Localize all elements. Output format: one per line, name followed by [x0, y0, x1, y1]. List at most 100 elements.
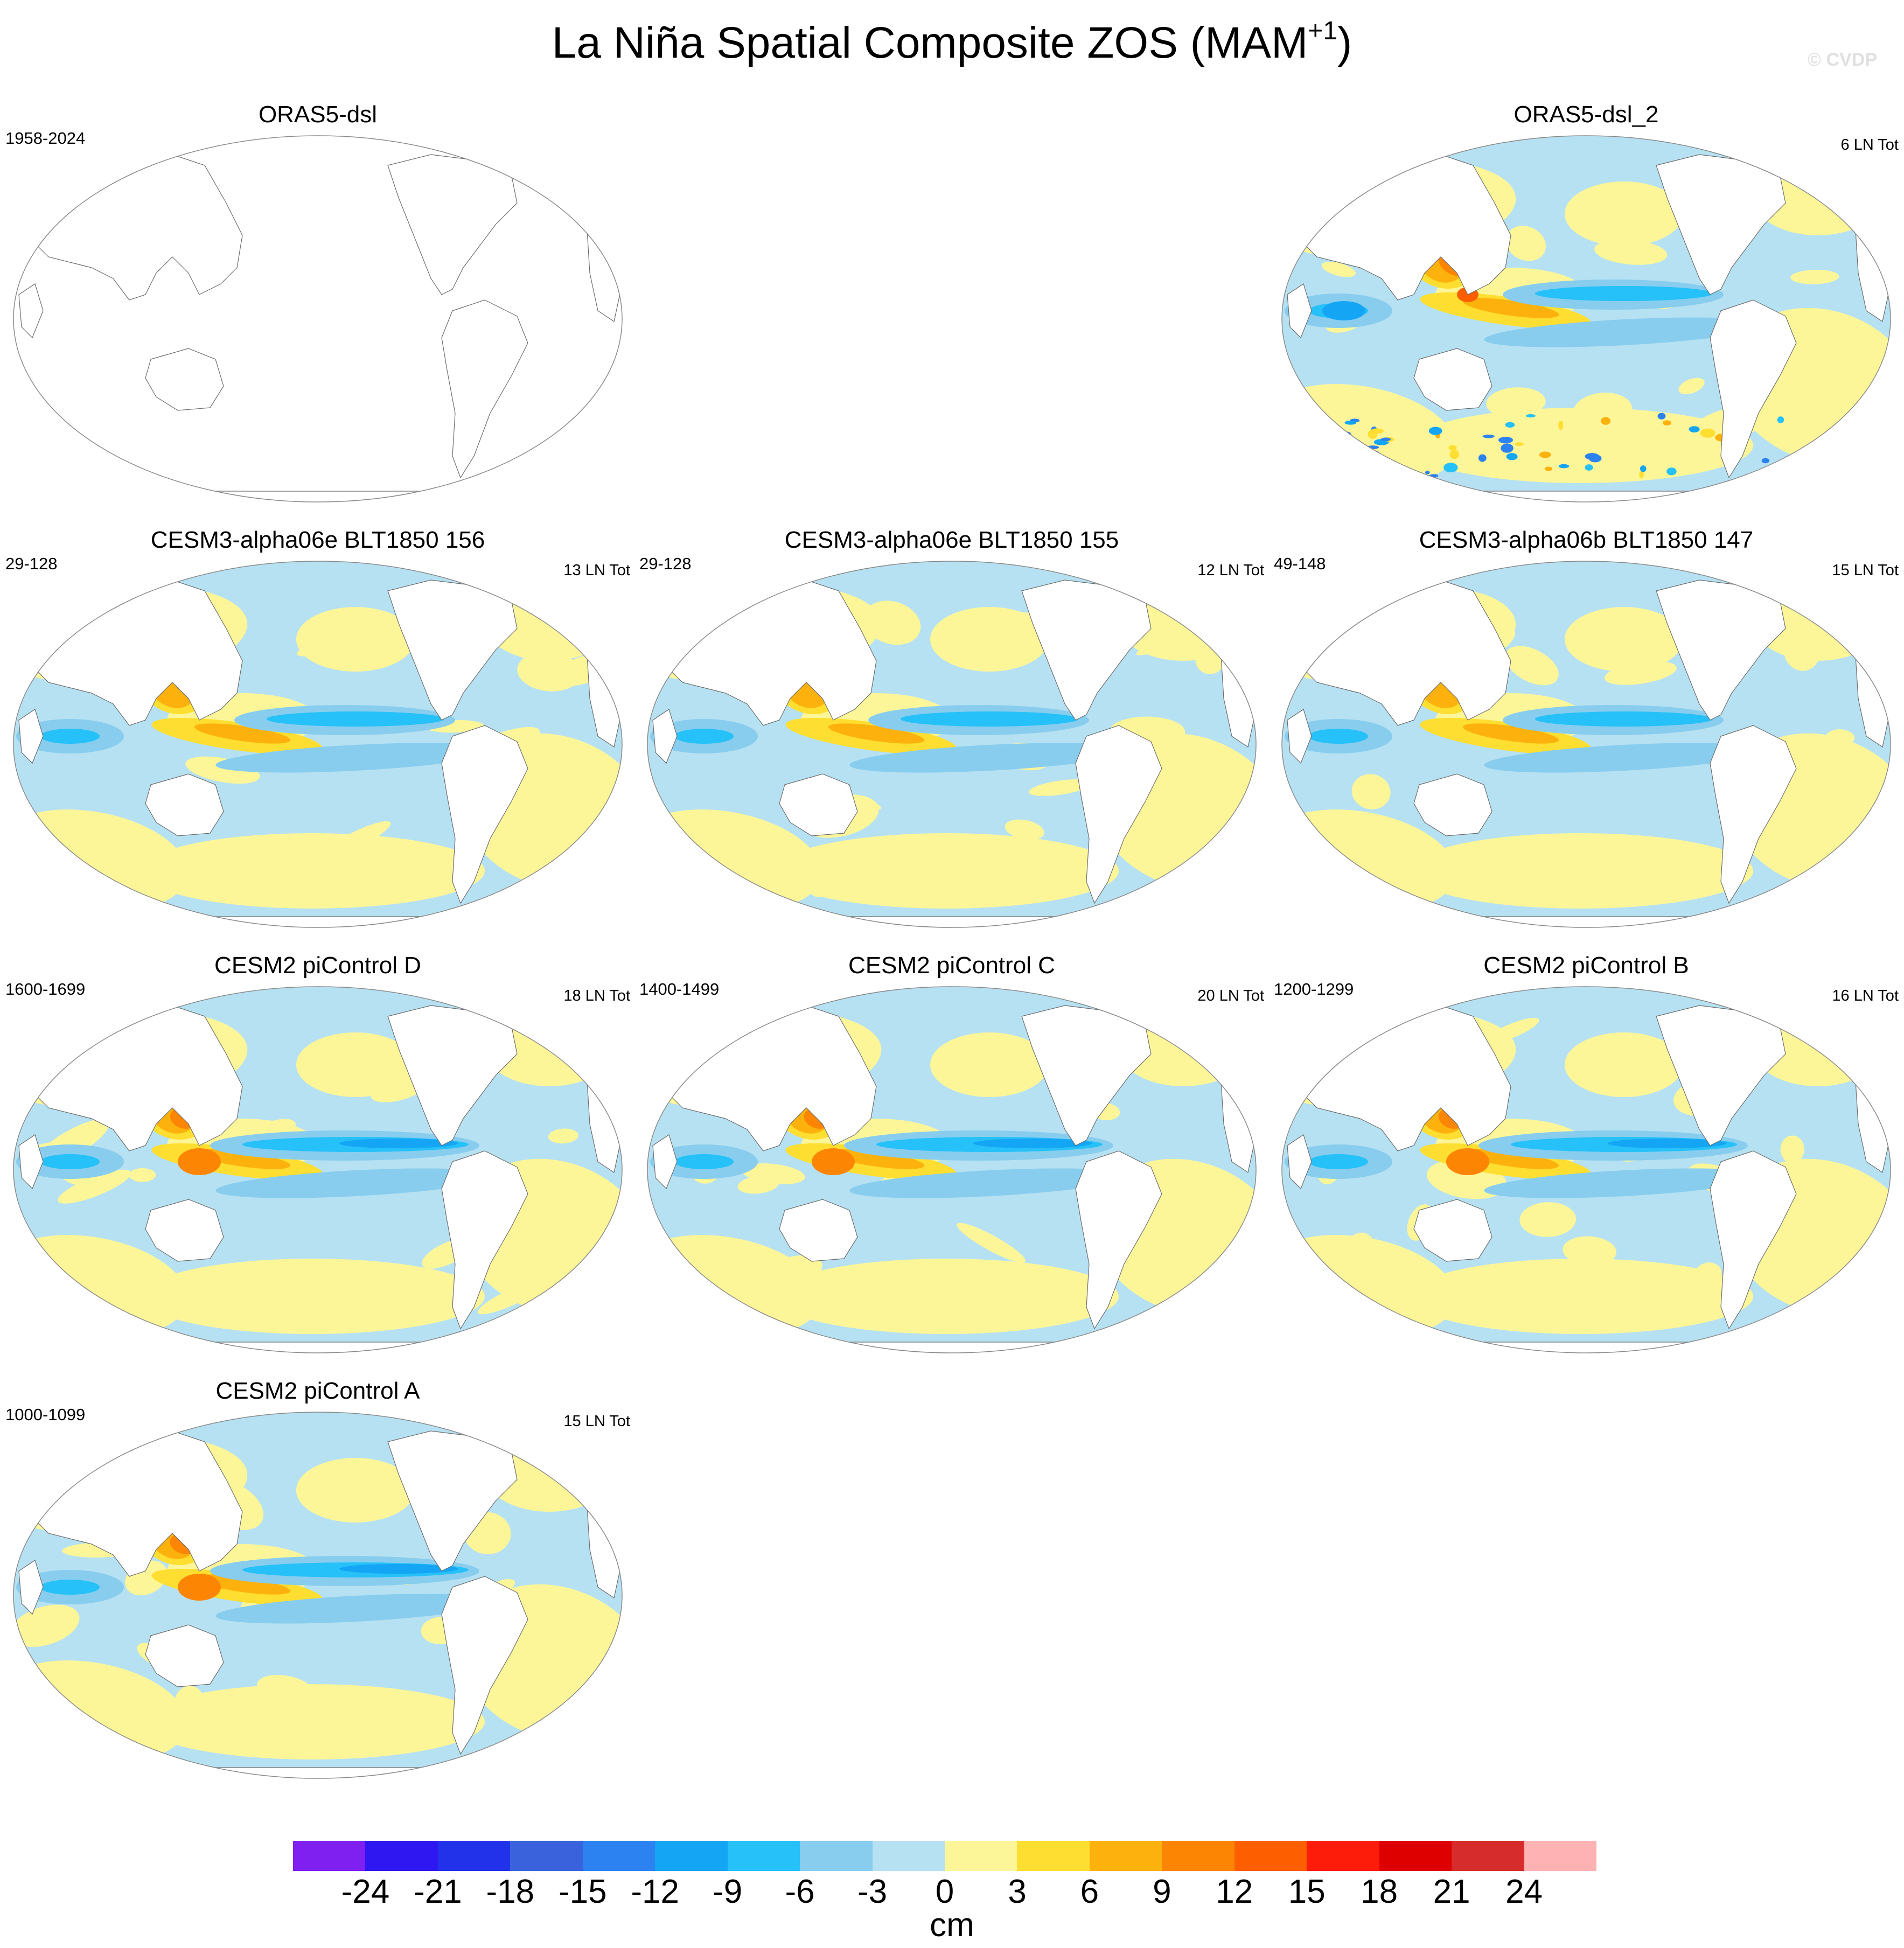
map-panel-cesm3-155: CESM3-alpha06e BLT1850 155 29-128 12 LN … [639, 525, 1264, 934]
anomaly-contour [1370, 450, 1380, 456]
anomaly-contour [1826, 729, 1855, 746]
panel-title: ORAS5-dsl_2 [1514, 101, 1659, 128]
colorbar-box [727, 1841, 800, 1871]
world-map [1281, 986, 1891, 1353]
figure-title-close: ) [1337, 18, 1352, 67]
anomaly-contour [930, 1032, 1049, 1097]
anomaly-contour [1425, 470, 1430, 474]
map-panel-cesm3-156: CESM3-alpha06e BLT1850 156 29-128 13 LN … [5, 525, 630, 934]
continents [18, 566, 622, 927]
land-mass [18, 283, 44, 339]
anomaly-contour [957, 1223, 1026, 1263]
anomaly-contour [505, 1228, 571, 1264]
anomaly-contour [1535, 286, 1713, 301]
map-border [13, 561, 623, 928]
land-mass [1287, 283, 1312, 339]
anomaly-contour [1689, 426, 1700, 433]
anomaly-contour [178, 1574, 221, 1601]
anomaly-contour [1462, 298, 1559, 318]
anomaly-contour [1565, 181, 1683, 246]
anomaly-contour [1321, 261, 1356, 277]
panel-title: CESM2 piControl D [214, 952, 421, 979]
land-mass [1710, 299, 1797, 479]
anomaly-contour [1478, 454, 1487, 462]
anomaly-contour [339, 1139, 458, 1148]
colorbar-box [945, 1841, 1017, 1871]
world-map [1281, 561, 1891, 928]
land-mass [1075, 725, 1162, 904]
colorbar-box [582, 1841, 655, 1871]
anomaly-contour [1482, 434, 1495, 438]
anomaly-contour [1793, 636, 1826, 653]
anomaly-contour [1640, 465, 1647, 472]
anomaly-contour [1501, 443, 1514, 453]
anomaly-contour [1505, 646, 1559, 686]
anomaly-contour [1408, 408, 1753, 483]
anomaly-contour [1544, 466, 1553, 471]
anomaly-contour [1446, 1148, 1489, 1175]
anomaly-contour [1558, 464, 1570, 469]
panel-years: 29-128 [5, 554, 58, 573]
anomaly-contour [1333, 435, 1337, 443]
panel-years: 1600-1699 [5, 980, 86, 999]
colorbar-box [1234, 1841, 1307, 1871]
figure-title: La Niña Spatial Composite ZOS (MAM+1) [0, 16, 1904, 70]
anomaly-contour [1608, 1139, 1726, 1148]
panel-title: CESM3-alpha06e BLT1850 155 [784, 527, 1119, 553]
panel-count: 15 LN Tot [1832, 562, 1899, 579]
anomaly-contour [58, 1169, 131, 1204]
panel-count: 15 LN Tot [563, 1413, 630, 1430]
colorbar-tick-label: 15 [1288, 1873, 1326, 1910]
panel-years: 1958-2024 [5, 129, 86, 148]
anomaly-contour [1380, 458, 1385, 467]
anomaly-contour [1601, 417, 1611, 425]
land-mass [1413, 1199, 1492, 1262]
panel-count: 18 LN Tot [563, 987, 630, 1004]
anomaly-contour [257, 1674, 312, 1701]
anomaly-contour [140, 1684, 485, 1760]
panel-years: 49-148 [1274, 554, 1326, 573]
anomaly-contour [1322, 301, 1365, 320]
anomaly-contour [1484, 317, 1764, 347]
anomaly-contour [849, 1168, 1129, 1198]
colorbar-tick-label: -6 [785, 1873, 815, 1910]
anomaly-contour [1845, 424, 1850, 433]
map-border [1281, 986, 1891, 1353]
colorbar-tick-label: 18 [1361, 1873, 1398, 1910]
anomaly-contour [1535, 711, 1713, 727]
panel-years: 1200-1299 [1274, 980, 1354, 999]
colorbar-tick-label: -24 [341, 1873, 390, 1910]
anomaly-contour [194, 723, 291, 744]
anomaly-contour [1462, 1149, 1559, 1169]
land-mass [652, 709, 678, 764]
anomaly-contour [140, 833, 485, 909]
colorbar-tick-label: -3 [857, 1873, 888, 1910]
anomaly-contour [1759, 470, 1772, 478]
anomaly-contour [1835, 771, 1884, 797]
anomaly-contour [1519, 1202, 1577, 1237]
anomaly-contour [1640, 1271, 1723, 1314]
anomaly-contour [1784, 460, 1796, 465]
anomaly-contour [1028, 779, 1092, 797]
world-map [647, 561, 1257, 928]
anomaly-contour [1356, 463, 1365, 467]
anomaly-contour [1498, 436, 1514, 444]
land-mass [32, 154, 243, 301]
map-border [13, 1412, 623, 1779]
colorbar-box [1379, 1841, 1452, 1871]
colorbar-tick-label: 12 [1216, 1873, 1253, 1910]
colorbar-box [1307, 1841, 1380, 1871]
map-panel-oras5-dsl: ORAS5-dsl 1958-2024 [5, 100, 630, 509]
anomaly-contour [1790, 269, 1839, 284]
anomaly-contour [1657, 413, 1666, 420]
anomaly-contour [828, 1149, 925, 1169]
land-mass [652, 1134, 678, 1190]
colorbar-box [1162, 1841, 1235, 1871]
anomaly-contour [1344, 420, 1357, 425]
anomaly-contour [1351, 774, 1391, 809]
anomaly-contour [774, 1259, 1119, 1334]
anomaly-contour [1810, 799, 1888, 848]
land-mass [145, 1199, 224, 1262]
colorbar-unit-label: cm [930, 1907, 974, 1944]
anomaly-contour [318, 1474, 371, 1508]
